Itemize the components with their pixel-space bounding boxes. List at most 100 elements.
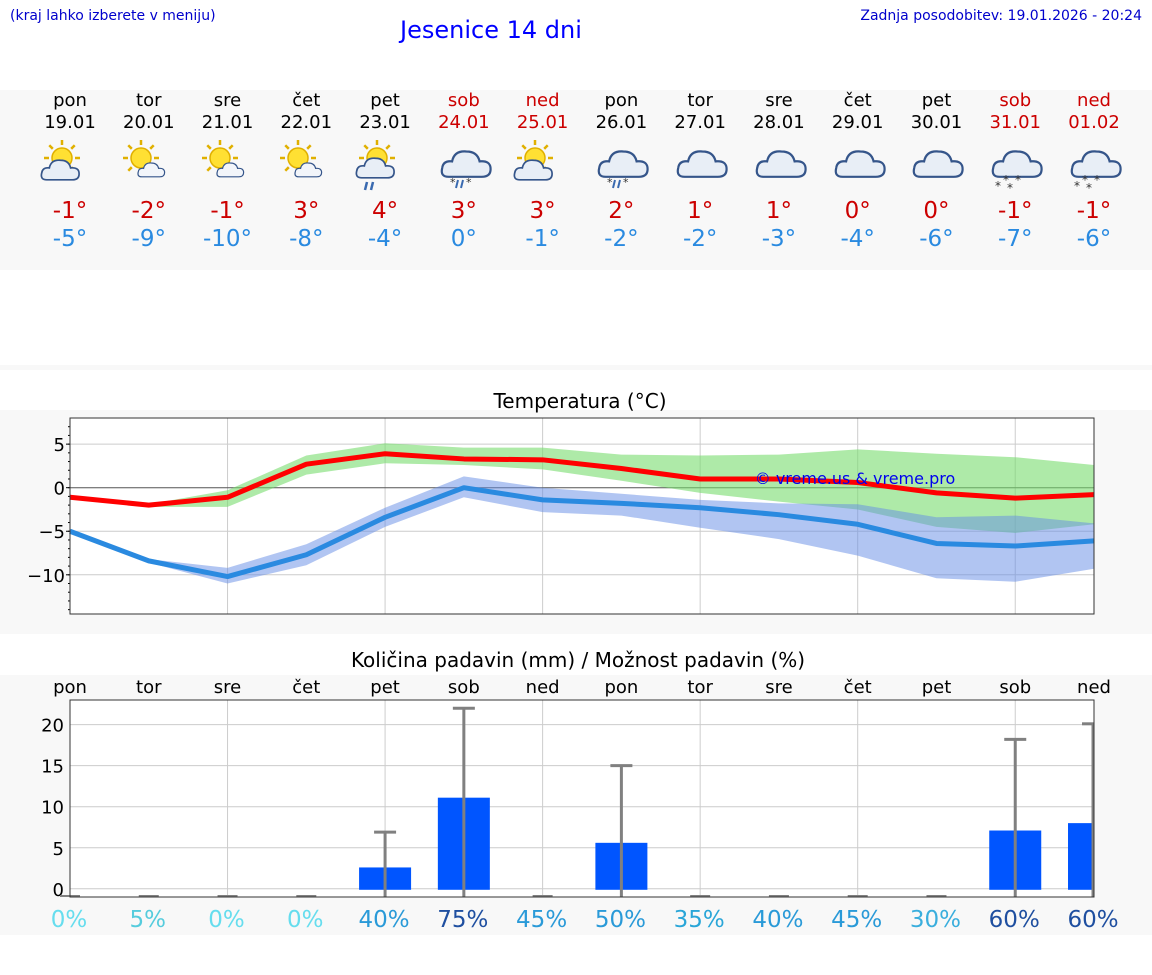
max-temp: 3° xyxy=(529,198,556,224)
max-temp: 0° xyxy=(844,198,871,224)
max-temp-line xyxy=(69,451,1095,508)
svg-text:*: * xyxy=(623,176,629,189)
x-tick-label: tor xyxy=(687,677,713,698)
day-name: tor xyxy=(687,90,713,111)
day-date: 29.01 xyxy=(831,112,884,133)
chart-title: Količina padavin (mm) / Možnost padavin … xyxy=(351,648,805,672)
x-tick-label: sob xyxy=(448,677,480,698)
min-temp: -6° xyxy=(919,226,954,252)
x-tick-label: ned xyxy=(1077,677,1111,698)
cloudy-icon xyxy=(828,138,888,190)
watermark: © vreme.us & vreme.pro xyxy=(755,469,956,488)
precip-probability: 75% xyxy=(437,907,488,933)
location-hint: (kraj lahko izberete v meniju) xyxy=(10,8,216,24)
y-tick-label: 10 xyxy=(41,798,64,819)
max-temp: -2° xyxy=(131,198,166,224)
day-name: pet xyxy=(921,90,952,111)
last-updated: Zadnja posodobitev: 19.01.2026 - 20:24 xyxy=(860,8,1142,24)
min-temp: 0° xyxy=(450,226,477,252)
y-tick-label: 15 xyxy=(41,757,64,778)
precip-probability: 30% xyxy=(910,907,961,933)
day-date: 22.01 xyxy=(280,112,333,133)
sunny-cloud-icon xyxy=(119,138,179,190)
y-tick-label: 20 xyxy=(41,716,64,737)
day-date: 25.01 xyxy=(516,112,569,133)
max-temp: 1° xyxy=(687,198,714,224)
min-temp: -6° xyxy=(1076,226,1112,252)
day-date: 20.01 xyxy=(123,112,175,133)
min-temp-line xyxy=(69,485,1095,580)
day-name: ned xyxy=(525,90,560,111)
max-temp: -1° xyxy=(1076,198,1112,224)
day-date: 28.01 xyxy=(753,112,805,133)
precip-probability: 40% xyxy=(359,907,410,933)
precip-probability: 35% xyxy=(674,907,725,933)
svg-text:*: * xyxy=(1015,173,1021,187)
max-temp: -1° xyxy=(210,198,245,224)
svg-text:*: * xyxy=(1074,179,1080,193)
precip-probability: 60% xyxy=(1067,907,1118,933)
max-temp: -1° xyxy=(52,198,88,224)
svg-text:*: * xyxy=(1086,181,1092,194)
min-temp: -3° xyxy=(761,226,797,252)
max-temp: -1° xyxy=(998,198,1033,224)
max-temp: 0° xyxy=(923,198,950,224)
max-temp: 4° xyxy=(372,198,399,224)
plot-area xyxy=(70,700,1094,897)
day-date: 27.01 xyxy=(674,112,726,133)
precip-probability: 60% xyxy=(989,907,1040,933)
divider xyxy=(0,365,1152,370)
day-name: pon xyxy=(53,90,87,111)
x-tick-label: pon xyxy=(604,677,638,698)
day-name: tor xyxy=(136,90,162,111)
y-tick-label: 5 xyxy=(54,435,65,456)
svg-text:*: * xyxy=(1094,173,1100,187)
x-tick-label: tor xyxy=(136,677,162,698)
x-tick-label: čet xyxy=(844,677,872,698)
min-temp: -2° xyxy=(604,226,639,252)
day-date: 26.01 xyxy=(595,112,648,133)
cloudy-icon xyxy=(670,138,730,190)
precip-probability: 45% xyxy=(516,907,567,933)
cloudy-icon xyxy=(906,138,966,190)
min-temp: -10° xyxy=(202,226,253,252)
cloudy-icon xyxy=(749,138,809,190)
chart-title: Temperatura (°C) xyxy=(492,389,666,413)
partly-cloudy-icon xyxy=(40,138,100,190)
temperature-chart: Temperatura (°C) 5 0 −5 −10 © vreme.us & vrem… xyxy=(27,389,1095,615)
sunny-cloud-icon xyxy=(276,138,336,190)
day-date: 30.01 xyxy=(910,112,963,133)
max-temp: 3° xyxy=(450,198,477,224)
snow-icon: * * * * xyxy=(985,138,1045,195)
day-name: sre xyxy=(765,90,793,111)
sunny-cloud-icon xyxy=(198,138,258,190)
svg-text:*: * xyxy=(1003,173,1009,187)
day-date: 31.01 xyxy=(989,112,1041,133)
y-tick-label: 5 xyxy=(53,839,64,860)
svg-text:*: * xyxy=(450,176,456,189)
precipitation-chart: Količina padavin (mm) / Možnost padavin … xyxy=(41,648,1118,933)
partly-cloudy-icon xyxy=(513,138,573,190)
precip-probability: 0% xyxy=(208,907,245,933)
max-temp-band xyxy=(70,443,1095,533)
min-temp: -2° xyxy=(682,226,718,252)
day-name: sob xyxy=(447,90,480,111)
day-name: pon xyxy=(604,90,639,111)
snow-icon: * * * * xyxy=(1064,138,1124,195)
min-temp: -5° xyxy=(52,226,88,252)
svg-text:*: * xyxy=(1007,181,1013,194)
svg-text:*: * xyxy=(607,176,613,189)
svg-text:*: * xyxy=(995,179,1001,193)
sleet-icon: * * xyxy=(434,138,494,190)
x-tick-label: sre xyxy=(765,677,792,698)
x-tick-label: sre xyxy=(214,677,241,698)
svg-text:*: * xyxy=(1082,173,1088,187)
day-date: 01.02 xyxy=(1068,112,1120,133)
plot-frame xyxy=(69,417,1095,615)
day-date: 19.01 xyxy=(44,112,96,133)
precip-probability: 0% xyxy=(51,907,88,933)
min-temp: -1° xyxy=(525,226,560,252)
x-tick-label: ned xyxy=(526,677,560,698)
sleet-icon: * * xyxy=(591,138,651,190)
day-name: pet xyxy=(370,90,400,111)
